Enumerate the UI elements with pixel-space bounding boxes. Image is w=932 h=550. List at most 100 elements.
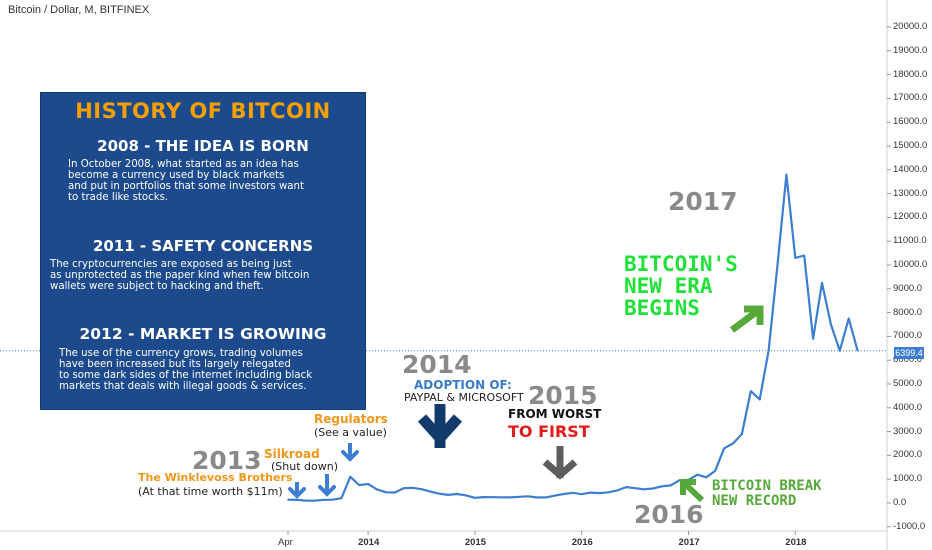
label-winklevoss: The Winklevoss Brothers xyxy=(138,471,293,484)
label-silkroad-note: (Shut down) xyxy=(271,460,338,473)
price-point xyxy=(723,447,725,450)
price-point xyxy=(696,473,699,476)
text-line: to trade like stocks. xyxy=(68,192,169,203)
section-2012-heading: 2012 - MARKET IS GROWING xyxy=(79,325,327,343)
price-point xyxy=(545,496,547,499)
y-tick-label: 1000.0 xyxy=(893,473,923,485)
y-tick-label: 11000.0 xyxy=(893,235,927,247)
label-adoption-note: PAYPAL & MICROSOFT xyxy=(404,391,524,404)
y-tick-label: 8000.0 xyxy=(893,306,923,318)
text-line: The cryptocurrencies are exposed as bein… xyxy=(50,259,292,270)
price-point xyxy=(411,487,414,489)
y-tick-label: 20000.0 xyxy=(893,21,928,32)
price-point xyxy=(305,499,307,502)
y-tick-label: 5000.0 xyxy=(893,378,923,389)
label-regulators: Regulators xyxy=(314,412,388,426)
x-tick-label: Apr xyxy=(278,537,293,548)
price-point xyxy=(643,488,645,491)
price-point xyxy=(429,490,432,493)
price-point xyxy=(296,499,298,501)
silkroad-arrow-icon xyxy=(318,474,336,497)
text-line: In October 2008, what started as an idea… xyxy=(68,159,299,170)
price-point xyxy=(358,484,361,486)
label-2016: 2016 xyxy=(634,500,704,529)
y-tick-label: 6000.0 xyxy=(893,354,923,366)
section-2012-text: The use of the currency grows, trading v… xyxy=(59,348,312,392)
price-point xyxy=(750,390,752,392)
text-line: and put in portfolios that some investor… xyxy=(68,181,305,192)
section-2008-text: In October 2008, what started as an idea… xyxy=(68,159,304,203)
price-point xyxy=(367,483,369,485)
y-tick-label: 16000.0 xyxy=(893,116,928,128)
y-tick-label: -1000.0 xyxy=(893,520,926,532)
y-tick-label: 9000.0 xyxy=(893,282,923,294)
price-point xyxy=(376,488,378,491)
price-series-line xyxy=(287,173,859,502)
price-point xyxy=(661,485,663,488)
price-point xyxy=(500,496,503,499)
label-2013: 2013 xyxy=(192,446,262,475)
text-line: become a currency used by black markets xyxy=(68,170,285,181)
y-tick-label: 19000.0 xyxy=(893,44,928,56)
price-point xyxy=(349,476,352,478)
price-point xyxy=(402,487,405,490)
price-point xyxy=(732,442,734,445)
price-point xyxy=(669,484,672,487)
price-point xyxy=(394,491,396,494)
y-tick-label: 10000.0 xyxy=(893,259,928,270)
regulators-arrow-icon xyxy=(341,443,359,462)
price-point xyxy=(634,487,636,490)
y-tick-label: 3000.0 xyxy=(893,425,923,437)
price-point xyxy=(830,323,832,326)
price-point xyxy=(483,496,485,498)
price-point xyxy=(776,264,779,266)
price-point xyxy=(536,496,538,499)
price-point xyxy=(456,493,458,495)
price-point xyxy=(847,317,850,320)
label-2017: 2017 xyxy=(668,187,738,216)
text-line: markets that deals with illegal goods & … xyxy=(59,381,307,392)
price-point xyxy=(572,492,574,494)
text-line: to some dark sides of the internet inclu… xyxy=(59,370,313,381)
price-point xyxy=(839,349,841,352)
chart-header: Bitcoin / Dollar, M, BITFINEX xyxy=(8,4,150,16)
price-point xyxy=(741,433,743,435)
price-point xyxy=(509,496,512,499)
y-tick-label: 2000.0 xyxy=(893,449,923,461)
label-winklevoss-note: (At that time worth $11m) xyxy=(138,485,283,498)
label-regulators-note: (See a value) xyxy=(314,426,387,439)
price-point xyxy=(705,476,708,479)
text-line: wallets were subject to hacking and thef… xyxy=(50,281,264,292)
price-point xyxy=(607,491,610,494)
price-point xyxy=(527,495,530,498)
y-tick-label: 13000.0 xyxy=(893,187,928,199)
x-tick-label: 2018 xyxy=(785,537,807,548)
winklevoss-arrow-icon xyxy=(288,482,306,499)
price-point xyxy=(580,493,583,496)
price-point xyxy=(287,498,289,501)
price-point xyxy=(794,257,797,259)
price-point xyxy=(563,493,565,495)
price-point xyxy=(313,499,316,502)
text-line: as unprotected as the paper kind when fe… xyxy=(50,270,310,281)
price-point xyxy=(340,497,343,500)
price-point xyxy=(385,491,387,494)
y-tick-label: 17000.0 xyxy=(893,92,928,104)
x-tick-label: 2016 xyxy=(571,537,593,548)
label-2014: 2014 xyxy=(402,350,472,379)
label-2015: 2015 xyxy=(528,381,598,410)
text-line: have been increased but its largely rele… xyxy=(59,359,291,370)
from-worst-arrow-icon xyxy=(542,446,578,480)
price-point xyxy=(803,254,805,257)
price-point xyxy=(447,494,450,496)
label-new-era-2: NEW ERA xyxy=(624,274,713,298)
y-tick-label: 12000.0 xyxy=(893,211,928,223)
price-point xyxy=(714,470,716,472)
price-point xyxy=(821,282,823,284)
price-point xyxy=(785,173,788,176)
label-to-first: TO FIRST xyxy=(508,422,590,441)
price-point xyxy=(616,489,619,492)
price-point xyxy=(465,494,467,497)
label-from-worst: FROM WORST xyxy=(508,407,602,421)
